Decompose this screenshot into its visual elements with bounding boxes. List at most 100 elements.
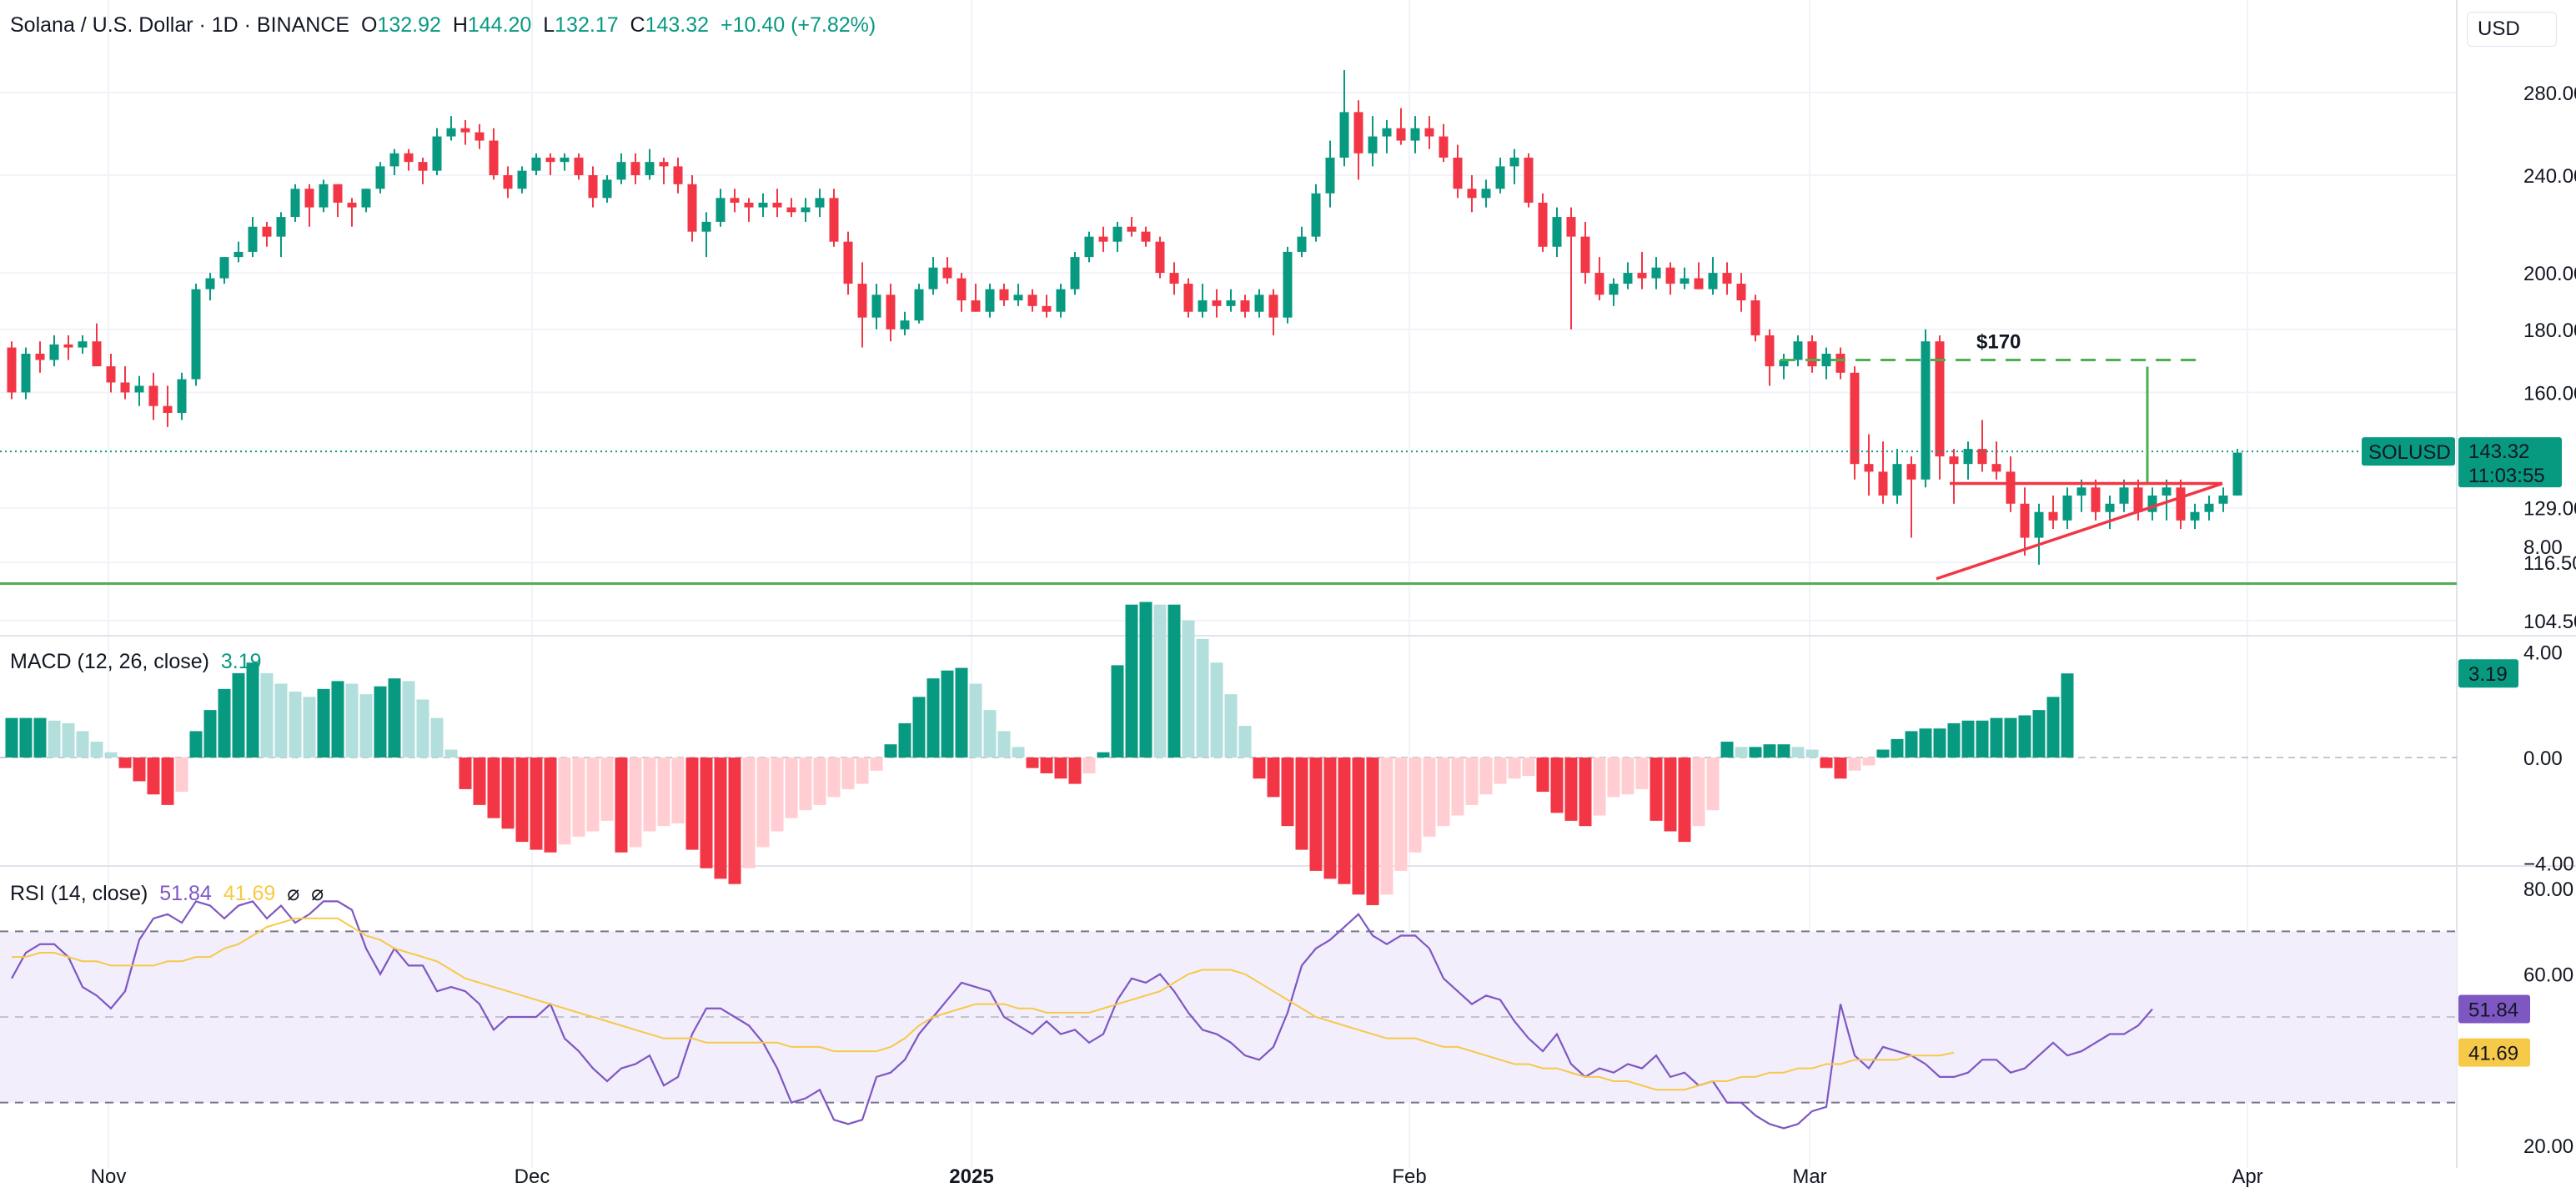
macd-bar [1380,758,1393,895]
macd-bar [1933,728,1946,758]
candle-body [120,382,130,393]
candle-body [1042,305,1052,312]
macd-tick-label: −4.00 [2523,853,2574,875]
macd-bar [1040,758,1053,773]
macd-bar [487,758,500,818]
macd-bar [856,758,869,784]
candle-body [1297,236,1307,252]
macd-bar [1791,747,1805,758]
candle-body [1892,464,1902,496]
candle-body [1850,372,1860,465]
candle-body [21,353,31,393]
candle-body [1013,294,1023,301]
macd-legend[interactable]: MACD (12, 26, close) 3.19 [10,650,262,674]
candle-body [1694,278,1704,289]
macd-bar [1139,602,1152,758]
macd-bar [1238,726,1252,758]
candle-body [730,198,740,203]
candle-body [744,202,754,208]
candle-body [2062,495,2072,521]
macd-bar [1125,604,1138,758]
candle-body [2119,487,2129,504]
macd-bar [955,667,968,758]
macd-bar [76,731,89,758]
symbol-title[interactable]: Solana / U.S. Dollar · 1D · BINANCE [10,13,350,37]
candle-body [35,353,45,360]
macd-bar [629,758,642,848]
date-tick-label: 2025 [949,1165,993,1188]
eye-off-icon[interactable]: ⌀ [287,882,300,905]
candle-body [2076,487,2086,496]
candle-body [78,341,88,348]
macd-bar [926,678,940,758]
macd-bar [90,742,103,758]
candle-body [148,385,158,406]
candle-body [333,184,343,203]
candle-body [1779,360,1789,367]
candle-body [871,294,881,318]
candle-body [361,189,371,208]
macd-bar [1111,665,1124,758]
candle-body [1098,236,1108,242]
candle-body [1467,189,1477,199]
macd-bar [1848,758,1861,771]
candle-body [1665,267,1675,284]
macd-bar [232,672,245,758]
rsi-value-box [2458,994,2530,1024]
candle-body [1552,217,1562,247]
macd-bar [203,710,217,758]
macd-bar [558,758,571,845]
candle-body [1722,273,1732,284]
macd-bar [912,697,926,758]
eye-off-icon[interactable]: ⌀ [311,882,324,905]
low-value: 132.17 [555,13,619,37]
macd-bar [700,758,713,868]
candle-body [319,184,329,208]
rsi-value-label: 51.84 [2468,999,2518,1022]
currency-selector[interactable]: USD [2467,12,2557,47]
macd-bar [274,683,288,758]
rsi-tick-label: 20.00 [2523,1135,2573,1158]
macd-bar [530,758,543,850]
rsi-ma-line [12,917,1955,1091]
macd-bar [2046,697,2060,758]
macd-bar [2061,673,2074,758]
macd-bar [586,758,600,832]
candle-body [588,175,598,199]
macd-bar [1267,758,1280,798]
candle-body [900,320,910,330]
macd-bar [1423,758,1436,837]
macd-bar [331,681,344,758]
macd-bar [771,758,784,832]
macd-value-box [2458,659,2518,688]
candle-body [630,162,640,176]
candle-body [1439,136,1449,158]
candle-body [1027,294,1037,306]
price-tick-label: 200.00 [2523,263,2576,285]
candle-body [1254,294,1264,312]
macd-bar [1891,738,1904,758]
candle-body [191,289,201,380]
candle-body [446,128,456,137]
macd-bar [756,758,770,848]
price-tick-label: 129.00 [2523,498,2576,521]
candle-body [786,207,796,213]
candle-body [1949,456,1959,465]
price-legend: Solana / U.S. Dollar · 1D · BINANCE O132… [10,13,876,38]
macd-bar [1876,749,1890,758]
macd-bar [1522,758,1535,777]
rsi-tick-label: 80.00 [2523,878,2573,901]
candle-body [2133,487,2143,512]
rsi-line [11,900,2153,1130]
macd-bar [1054,758,1067,779]
candle-body [262,226,272,237]
macd-bar [1621,758,1634,795]
rsi-legend[interactable]: RSI (14, close) 51.84 41.69 ⌀ ⌀ [10,881,324,906]
macd-bar [1082,758,1096,773]
macd-bar [388,678,401,758]
macd-bar [1068,758,1082,784]
candle-body [1283,251,1293,318]
close-label: C [630,13,645,37]
symbol-tag [2362,437,2455,466]
